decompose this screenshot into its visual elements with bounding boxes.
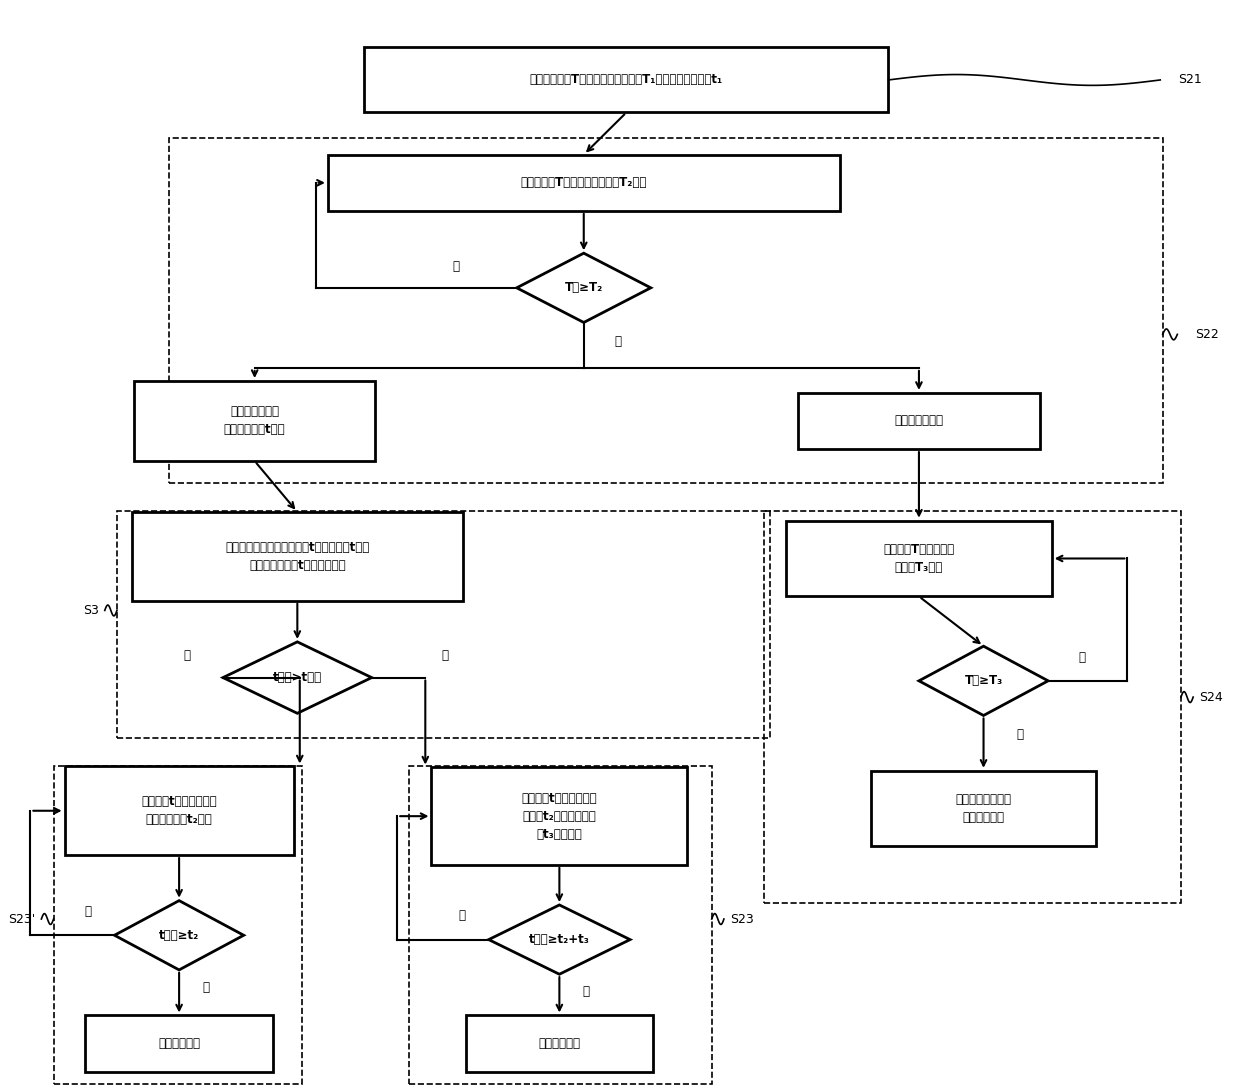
Text: S21: S21 — [1178, 73, 1203, 86]
Text: 是: 是 — [583, 985, 590, 998]
Text: 关闭超声模块: 关闭超声模块 — [538, 1038, 580, 1050]
FancyBboxPatch shape — [131, 512, 463, 601]
Text: t化霜>t标准: t化霜>t标准 — [273, 671, 322, 684]
Text: 获取外盘温度T盘等于第一预设温度T₁时的第一化霜时长t₁: 获取外盘温度T盘等于第一预设温度T₁时的第一化霜时长t₁ — [529, 73, 723, 86]
FancyBboxPatch shape — [872, 770, 1096, 847]
Text: T盘≥T₂: T盘≥T₂ — [564, 281, 603, 295]
Text: S23': S23' — [7, 912, 35, 925]
Text: 外风机停止工作，
退出化霜模式: 外风机停止工作， 退出化霜模式 — [956, 793, 1012, 824]
FancyBboxPatch shape — [786, 520, 1052, 597]
Text: 超声时间t超声与第二化
霜时长t₂与第三化霜时
长t₃之和比较: 超声时间t超声与第二化 霜时长t₂与第三化霜时 长t₃之和比较 — [522, 792, 598, 841]
FancyBboxPatch shape — [64, 766, 294, 855]
FancyBboxPatch shape — [432, 767, 687, 865]
Text: 超声时间t超声与预设的
第二化霜时长t₂比较: 超声时间t超声与预设的 第二化霜时长t₂比较 — [141, 795, 217, 826]
Text: t超声≥t₂: t超声≥t₂ — [159, 928, 200, 942]
Polygon shape — [919, 646, 1048, 716]
Text: S22: S22 — [1195, 328, 1219, 340]
Text: 外风机反转运行: 外风机反转运行 — [894, 415, 944, 428]
Polygon shape — [489, 904, 630, 974]
Text: 是: 是 — [202, 981, 210, 994]
FancyBboxPatch shape — [465, 1016, 653, 1071]
Text: 是: 是 — [441, 649, 449, 662]
Polygon shape — [114, 900, 244, 970]
Text: S23: S23 — [730, 912, 754, 925]
Polygon shape — [223, 642, 372, 714]
Text: S24: S24 — [1199, 691, 1223, 704]
Text: 获取前一次化霜的累计时长t化霜，并将t化霜
与标准化霜时长t标准进行比较: 获取前一次化霜的累计时长t化霜，并将t化霜 与标准化霜时长t标准进行比较 — [226, 541, 370, 572]
Text: 否: 否 — [184, 649, 190, 662]
Text: 是: 是 — [614, 335, 621, 348]
Text: 否: 否 — [1079, 650, 1086, 663]
Text: 否: 否 — [84, 904, 92, 918]
Text: 否: 否 — [453, 260, 459, 273]
Text: 是: 是 — [1017, 729, 1023, 742]
Text: T盘≥T₃: T盘≥T₃ — [965, 674, 1003, 687]
Text: 否: 否 — [459, 909, 465, 922]
Text: 将外盘温度T盘与第二预设温度T₂比较: 将外盘温度T盘与第二预设温度T₂比较 — [521, 177, 647, 190]
Polygon shape — [517, 253, 651, 323]
FancyBboxPatch shape — [86, 1016, 273, 1071]
Text: t超声≥t₂+t₃: t超声≥t₂+t₃ — [529, 933, 590, 946]
FancyBboxPatch shape — [799, 393, 1039, 449]
Text: 关闭超声模块: 关闭超声模块 — [159, 1038, 200, 1050]
Text: 外盘温度T盘与第三预
设温度T₃比较: 外盘温度T盘与第三预 设温度T₃比较 — [883, 543, 955, 574]
Text: 超声模块开启，
记录超声时间t超声: 超声模块开启， 记录超声时间t超声 — [224, 406, 285, 436]
Text: S3: S3 — [83, 604, 99, 616]
FancyBboxPatch shape — [134, 381, 376, 461]
FancyBboxPatch shape — [327, 155, 839, 211]
FancyBboxPatch shape — [365, 48, 889, 112]
